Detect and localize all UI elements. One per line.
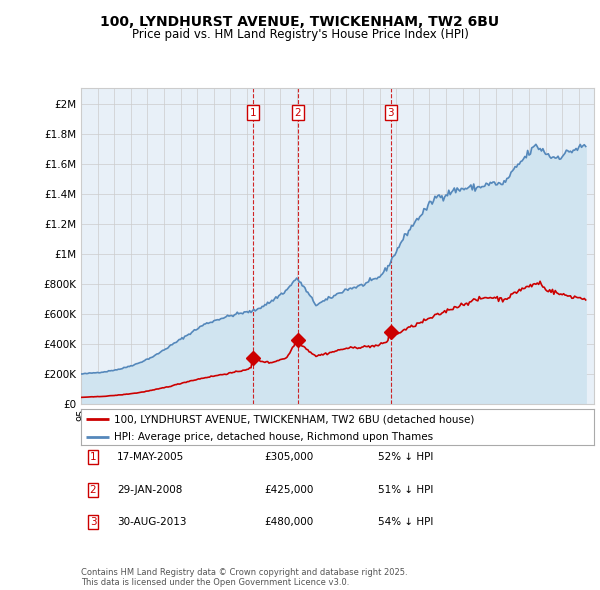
Text: Contains HM Land Registry data © Crown copyright and database right 2025.
This d: Contains HM Land Registry data © Crown c…	[81, 568, 407, 587]
Text: 3: 3	[388, 107, 394, 117]
Text: 100, LYNDHURST AVENUE, TWICKENHAM, TW2 6BU (detached house): 100, LYNDHURST AVENUE, TWICKENHAM, TW2 6…	[115, 414, 475, 424]
Text: 30-AUG-2013: 30-AUG-2013	[117, 517, 187, 527]
Text: 29-JAN-2008: 29-JAN-2008	[117, 485, 182, 494]
Text: 1: 1	[250, 107, 256, 117]
Text: 1: 1	[89, 453, 97, 462]
Text: £305,000: £305,000	[264, 453, 313, 462]
Text: 52% ↓ HPI: 52% ↓ HPI	[378, 453, 433, 462]
Text: 54% ↓ HPI: 54% ↓ HPI	[378, 517, 433, 527]
Text: 100, LYNDHURST AVENUE, TWICKENHAM, TW2 6BU: 100, LYNDHURST AVENUE, TWICKENHAM, TW2 6…	[100, 15, 500, 29]
Text: £425,000: £425,000	[264, 485, 313, 494]
Text: 2: 2	[89, 485, 97, 494]
Text: Price paid vs. HM Land Registry's House Price Index (HPI): Price paid vs. HM Land Registry's House …	[131, 28, 469, 41]
Text: 17-MAY-2005: 17-MAY-2005	[117, 453, 184, 462]
Text: HPI: Average price, detached house, Richmond upon Thames: HPI: Average price, detached house, Rich…	[115, 432, 433, 442]
Text: 3: 3	[89, 517, 97, 527]
Text: 51% ↓ HPI: 51% ↓ HPI	[378, 485, 433, 494]
Text: 2: 2	[295, 107, 301, 117]
Text: £480,000: £480,000	[264, 517, 313, 527]
